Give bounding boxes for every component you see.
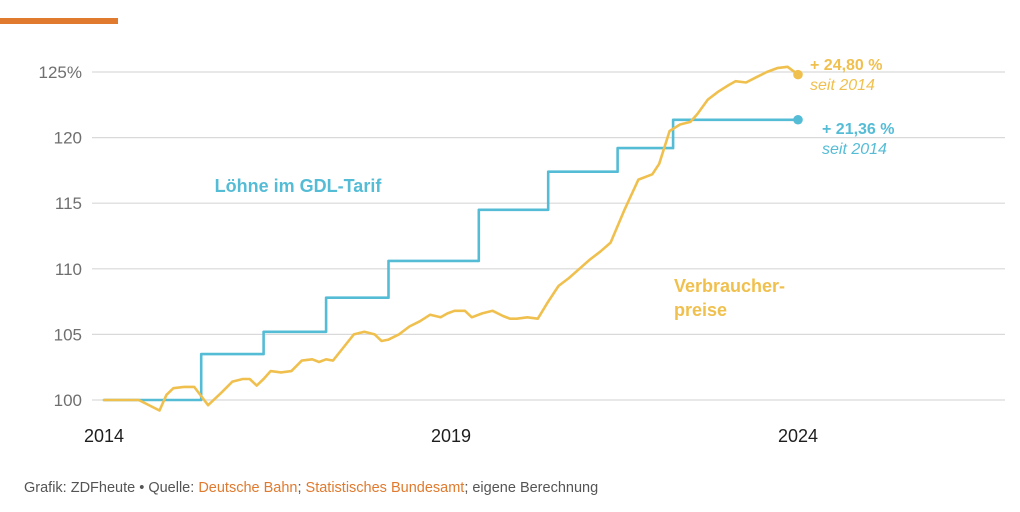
end-point-prices bbox=[793, 69, 803, 80]
end-note-wages: seit 2014 bbox=[822, 141, 887, 158]
end-note-prices: seit 2014 bbox=[810, 77, 875, 94]
y-tick-label: 125% bbox=[39, 63, 82, 82]
caption-separator: ; bbox=[297, 480, 306, 496]
series-annotation-wages: Löhne im GDL-Tarif bbox=[215, 176, 383, 196]
series-line-wages bbox=[102, 118, 800, 402]
series-annotation-prices: Verbraucher- bbox=[674, 276, 785, 296]
x-tick-label: 2014 bbox=[84, 426, 124, 446]
source-link-deutsche-bahn[interactable]: Deutsche Bahn bbox=[198, 480, 298, 496]
caption-prefix: Grafik: ZDFheute • Quelle: bbox=[24, 480, 199, 496]
caption-suffix: ; eigene Berechnung bbox=[464, 480, 599, 496]
y-tick-label: 115 bbox=[55, 194, 82, 213]
end-label-prices: + 24,80 % bbox=[810, 57, 883, 74]
end-point-wages bbox=[793, 114, 803, 125]
series-line-prices bbox=[102, 65, 800, 412]
y-tick-label: 120 bbox=[54, 129, 82, 148]
line-chart: 100 105 110 115 120 125% 2014 2019 2024 + 21,36 %… bbox=[39, 57, 1005, 446]
x-tick-label: 2024 bbox=[778, 426, 818, 446]
y-tick-label: 105 bbox=[54, 325, 82, 344]
series-annotation-prices: preise bbox=[674, 300, 727, 320]
source-caption: Grafik: ZDFheute • Quelle: Deutsche Bahn… bbox=[24, 480, 598, 496]
y-tick-label: 100 bbox=[54, 391, 82, 410]
x-tick-label: 2019 bbox=[431, 426, 471, 446]
source-link-destatis[interactable]: Statistisches Bundesamt bbox=[305, 480, 465, 496]
accent-bar bbox=[0, 18, 118, 24]
y-tick-label: 110 bbox=[55, 260, 82, 279]
end-label-wages: + 21,36 % bbox=[822, 121, 895, 138]
